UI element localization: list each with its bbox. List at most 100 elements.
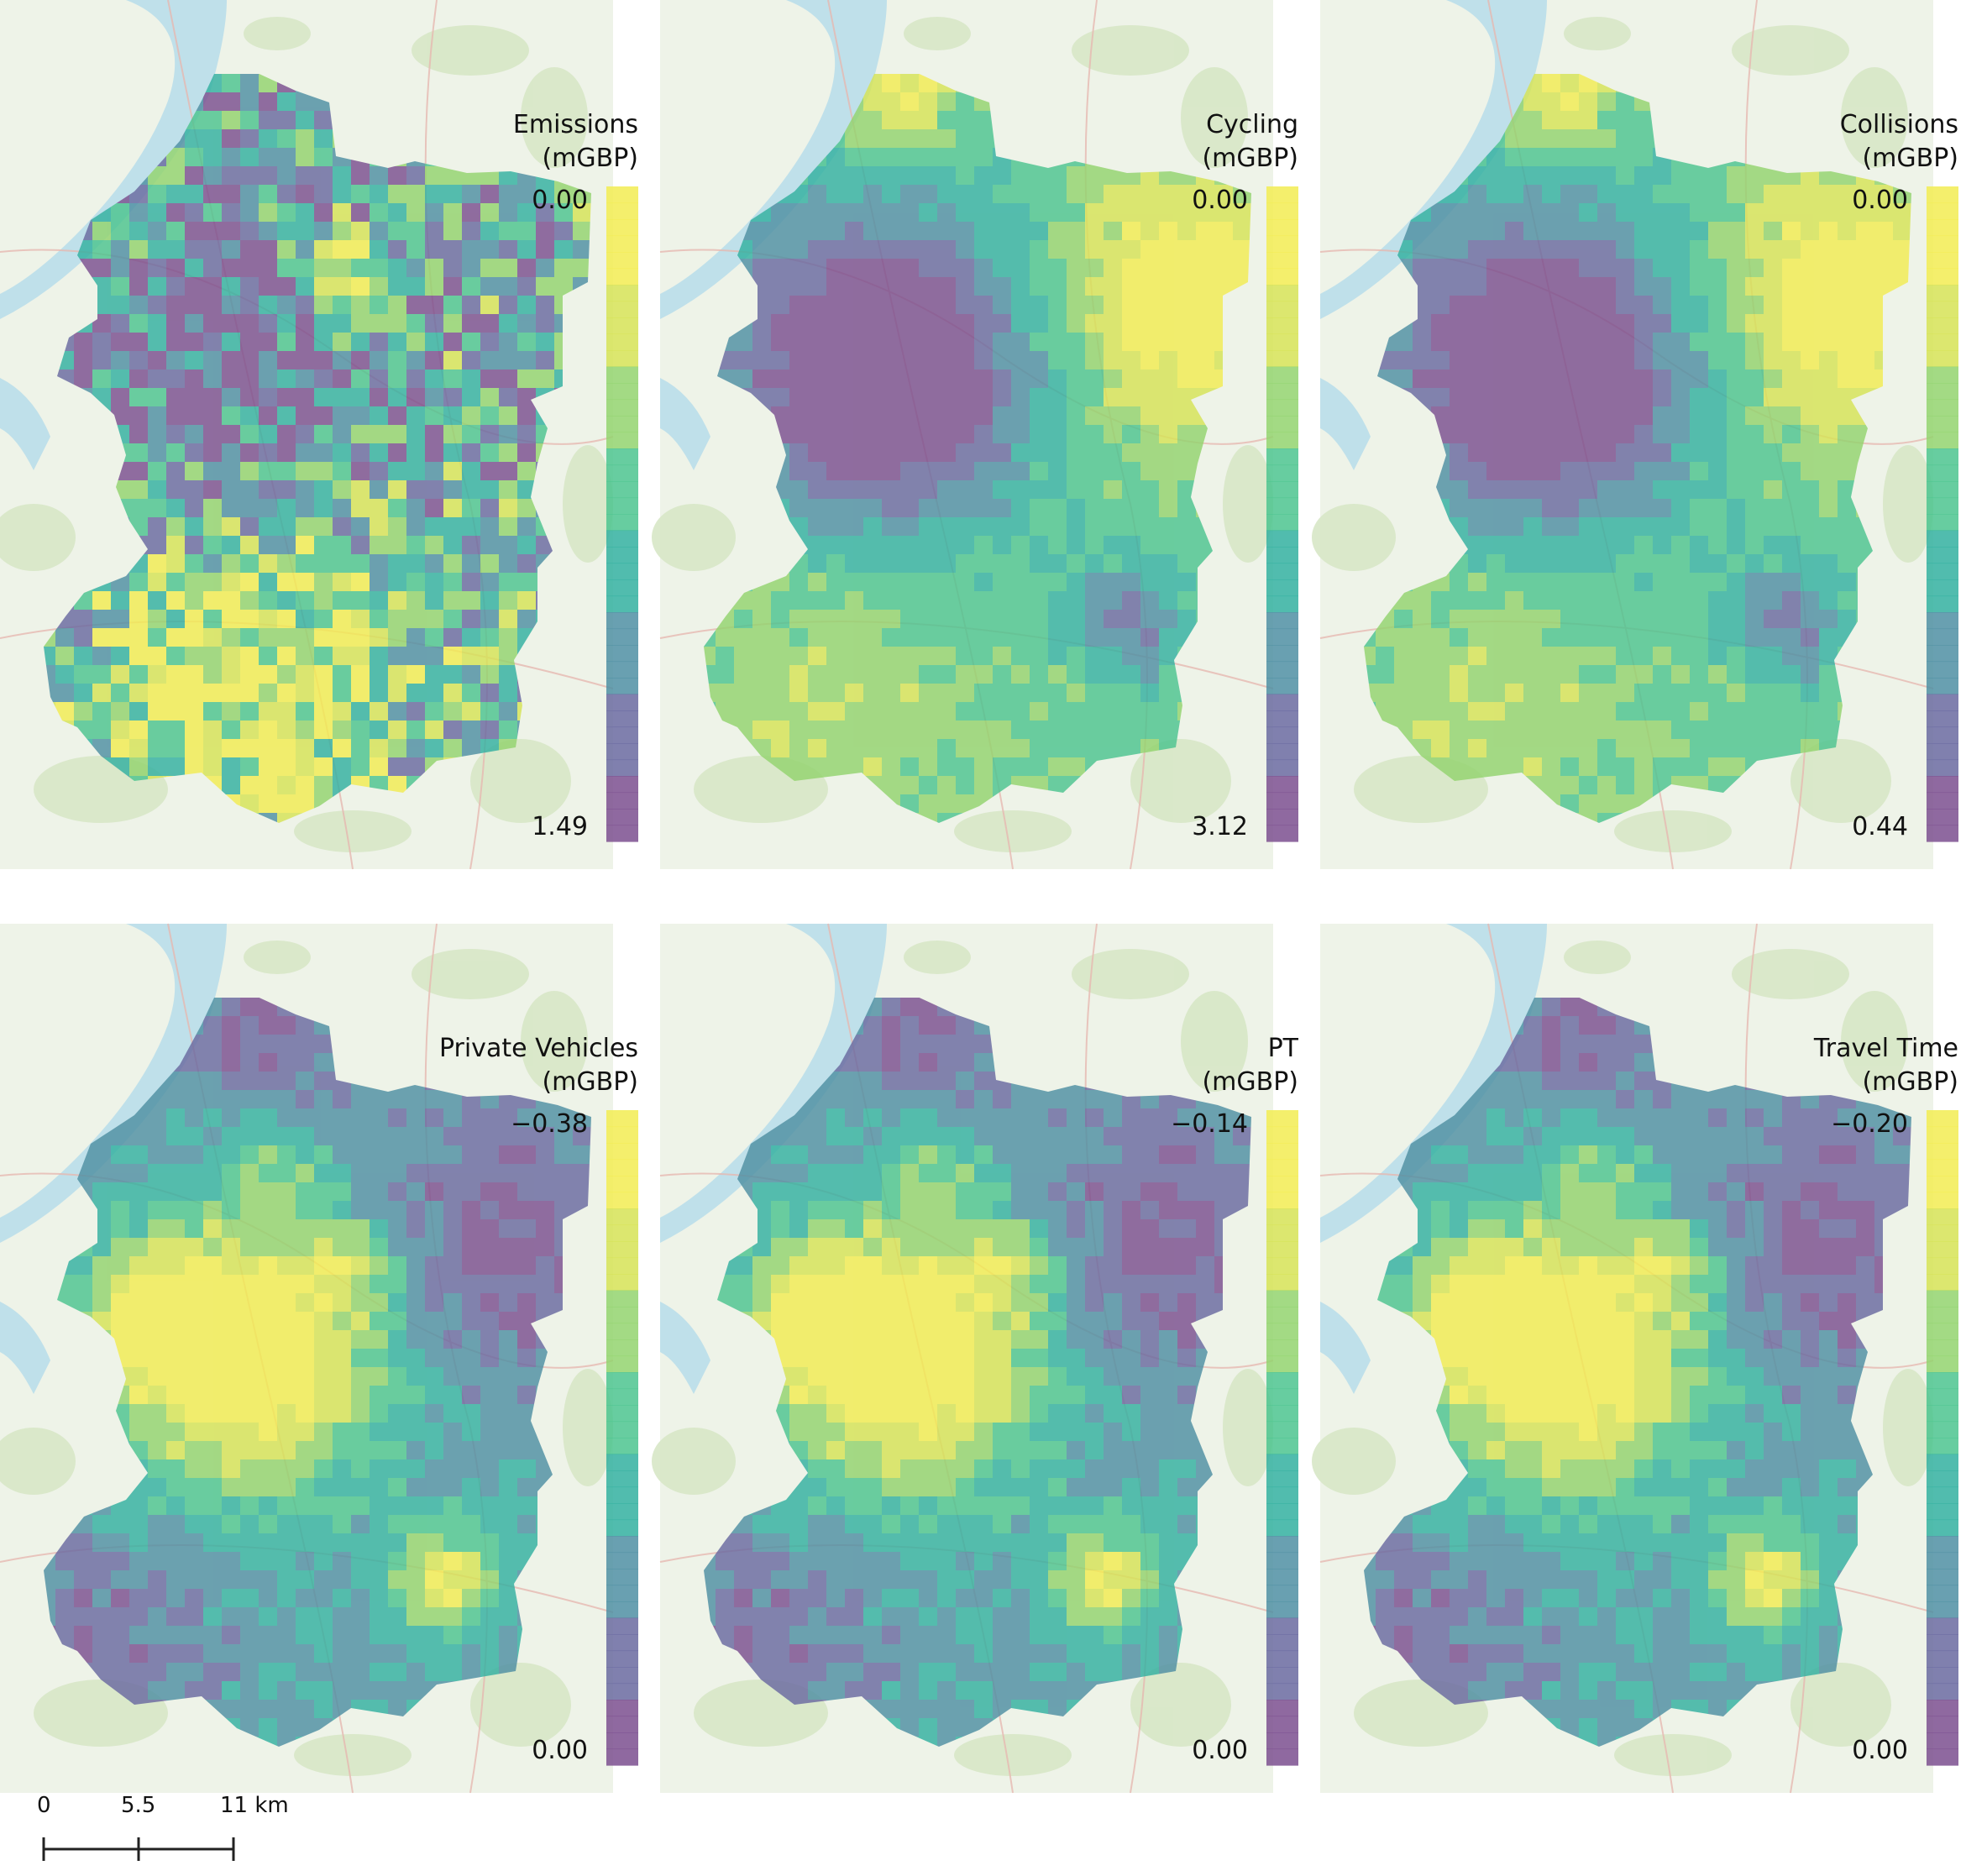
- grid-cell: [406, 702, 425, 721]
- grid-cell: [148, 406, 166, 425]
- grid-cell: [536, 1108, 554, 1127]
- grid-cell: [388, 185, 406, 203]
- grid-cell: [425, 203, 443, 222]
- grid-cell: [1468, 665, 1486, 684]
- grid-cell: [1671, 554, 1690, 573]
- colorbar-step: [606, 563, 638, 580]
- grid-cell: [480, 314, 499, 333]
- grid-cell: [919, 148, 937, 166]
- grid-cell: [351, 610, 370, 628]
- grid-cell: [1560, 462, 1579, 480]
- grid-cell: [1634, 240, 1653, 259]
- grid-cell: [296, 1108, 314, 1127]
- grid-cell: [1067, 628, 1085, 647]
- grid-cell: [1413, 647, 1431, 665]
- grid-cell: [296, 129, 314, 148]
- grid-cell: [406, 665, 425, 684]
- grid-cell: [1764, 277, 1782, 296]
- grid-cell: [1653, 554, 1671, 573]
- grid-cell: [771, 333, 789, 351]
- grid-cell: [480, 647, 499, 665]
- grid-cell: [74, 333, 92, 351]
- grid-cell: [993, 628, 1011, 647]
- grid-cell: [752, 647, 771, 665]
- grid-cell: [259, 1459, 277, 1478]
- grid-cell: [425, 721, 443, 739]
- grid-cell: [1782, 296, 1801, 314]
- grid-cell: [808, 351, 826, 369]
- grid-cell: [845, 517, 863, 536]
- grid-cell: [1468, 351, 1486, 369]
- grid-cell: [1122, 665, 1140, 684]
- grid-cell: [1782, 499, 1801, 517]
- grid-cell: [129, 425, 148, 443]
- grid-cell: [480, 333, 499, 351]
- grid-cell: [1634, 536, 1653, 554]
- grid-cell: [499, 1349, 517, 1367]
- grid-cell: [480, 1441, 499, 1459]
- grid-cell: [388, 1127, 406, 1145]
- grid-cell: [1782, 739, 1801, 757]
- grid-cell: [863, 499, 882, 517]
- grid-cell: [1159, 443, 1177, 462]
- grid-cell: [771, 647, 789, 665]
- grid-cell: [296, 185, 314, 203]
- grid-cell: [919, 702, 937, 721]
- grid-cell: [166, 1423, 185, 1441]
- grid-cell: [1745, 721, 1764, 739]
- grid-cell: [937, 702, 956, 721]
- grid-cell: [1616, 406, 1634, 425]
- grid-cell: [480, 573, 499, 591]
- grid-cell: [789, 443, 808, 462]
- grid-cell: [974, 776, 993, 794]
- grid-cell: [1431, 665, 1450, 684]
- grid-cell: [222, 1072, 240, 1090]
- grid-cell: [296, 1533, 314, 1552]
- grid-cell: [92, 1275, 111, 1293]
- grid-cell: [333, 536, 351, 554]
- grid-cell: [937, 443, 956, 462]
- grid-cell: [826, 647, 845, 665]
- grid-cell: [1838, 554, 1856, 573]
- grid-cell: [789, 369, 808, 388]
- grid-cell: [716, 684, 734, 702]
- grid-cell: [1634, 296, 1653, 314]
- grid-cell: [1690, 739, 1708, 757]
- grid-cell: [240, 166, 259, 185]
- grid-cell: [314, 240, 333, 259]
- grid-cell: [314, 1330, 333, 1349]
- grid-cell: [1030, 406, 1048, 425]
- grid-cell: [734, 647, 752, 665]
- grid-cell: [314, 314, 333, 333]
- grid-cell: [129, 1238, 148, 1256]
- grid-cell: [259, 1219, 277, 1238]
- grid-cell: [1067, 388, 1085, 406]
- grid-cell: [1122, 721, 1140, 739]
- grid-cell: [789, 684, 808, 702]
- grid-cell: [222, 1330, 240, 1349]
- grid-cell: [462, 185, 480, 203]
- grid-cell: [240, 1349, 259, 1367]
- grid-cell: [111, 665, 129, 684]
- grid-cell: [1727, 333, 1745, 351]
- grid-cell: [1634, 148, 1653, 166]
- grid-cell: [222, 129, 240, 148]
- grid-cell: [425, 591, 443, 610]
- grid-cell: [1745, 222, 1764, 240]
- grid-cell: [333, 203, 351, 222]
- legend-title: Cycling: [1206, 110, 1298, 139]
- grid-cell: [185, 721, 203, 739]
- grid-cell: [900, 610, 919, 628]
- colorbar-step: [1927, 399, 1958, 417]
- grid-cell: [370, 1496, 388, 1515]
- grid-cell: [1450, 721, 1468, 739]
- grid-cell: [296, 406, 314, 425]
- grid-cell: [499, 1330, 517, 1349]
- grid-cell: [882, 462, 900, 480]
- grid-cell: [956, 739, 974, 757]
- grid-cell: [166, 406, 185, 425]
- grid-cell: [808, 665, 826, 684]
- colorbar-step: [1266, 759, 1298, 777]
- grid-cell: [480, 222, 499, 240]
- grid-cell: [240, 1478, 259, 1496]
